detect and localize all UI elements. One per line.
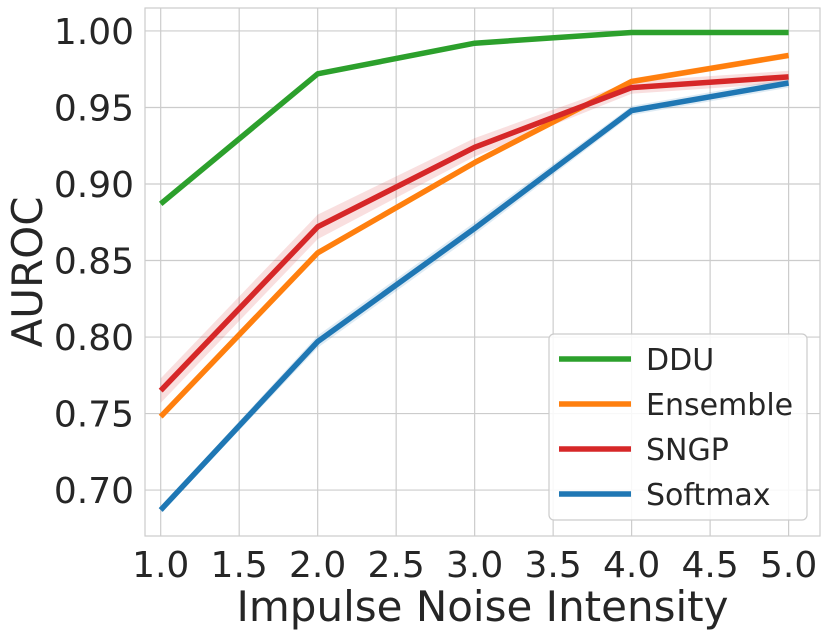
series-line-softmax [158, 80, 790, 512]
x-tick-label: 4.5 [681, 545, 738, 586]
x-tick-label: 4.0 [603, 545, 660, 586]
y-tick-label: 0.90 [54, 165, 134, 206]
x-tick-label: 2.5 [368, 545, 425, 586]
y-tick-label: 0.70 [54, 471, 134, 512]
legend: DDU Ensemble SNGP Softmax [548, 333, 808, 521]
x-tick-label: 3.5 [525, 545, 582, 586]
series-line-sngp [158, 74, 789, 393]
x-tick-label: 1.0 [132, 545, 189, 586]
legend-label-ddu: DDU [646, 343, 714, 378]
plot-area [144, 7, 821, 537]
legend-label-ensemble: Ensemble [646, 388, 793, 423]
series-lines [158, 29, 790, 512]
x-tick-label: 5.0 [760, 545, 817, 586]
y-axis-title: AUROC [3, 196, 52, 347]
series-line-ddu [158, 29, 789, 207]
y-tick-label: 0.75 [54, 395, 134, 436]
legend-label-softmax: Softmax [646, 478, 771, 513]
x-tick-label: 1.5 [211, 545, 268, 586]
legend-box [548, 333, 808, 521]
x-tick-labels: 1.0 1.5 2.0 2.5 3.0 3.5 4.0 4.5 5.0 [132, 545, 817, 586]
x-tick-label: 2.0 [289, 545, 346, 586]
x-axis-title: Impulse Noise Intensity [237, 582, 729, 631]
y-tick-label: 1.00 [54, 12, 134, 53]
y-tick-label: 0.85 [54, 242, 134, 283]
grid [145, 8, 820, 536]
y-tick-label: 0.95 [54, 88, 134, 129]
series-line-ensemble [158, 52, 790, 419]
x-tick-label: 3.0 [446, 545, 503, 586]
y-tick-labels: 0.70 0.75 0.80 0.85 0.90 0.95 1.00 [54, 12, 134, 512]
y-tick-label: 0.80 [54, 318, 134, 359]
legend-label-sngp: SNGP [646, 433, 729, 468]
